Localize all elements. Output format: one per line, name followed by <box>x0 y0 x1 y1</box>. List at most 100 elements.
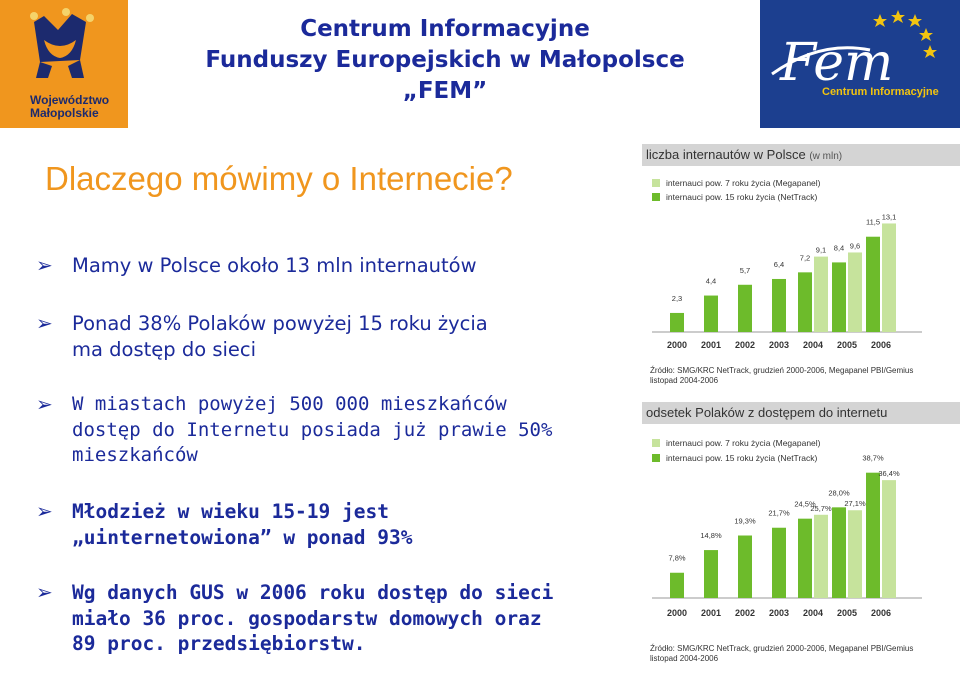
bar-primary <box>798 518 812 598</box>
x-tick-label: 2004 <box>803 340 823 350</box>
x-tick-label: 2001 <box>701 340 721 350</box>
bullet-text: Ponad 38% Polaków powyżej 15 roku życia … <box>72 312 488 361</box>
legend-item: internauci pow. 15 roku życia (NetTrack) <box>652 192 817 202</box>
bar-primary <box>670 572 684 598</box>
header-title: Centrum Informacyjne Funduszy Europejski… <box>130 14 760 107</box>
bar-value-label: 38,7% <box>862 454 884 463</box>
region-name: Województwo Małopolskie <box>30 94 109 120</box>
internet-users-chart: liczba internautów w Polsce (w mln) inte… <box>632 140 960 390</box>
bullet-item: ➢ Mamy w Polsce około 13 mln internautów <box>36 253 477 279</box>
x-tick-label: 2002 <box>735 608 755 618</box>
bar-value-label: 36,4% <box>878 469 900 478</box>
header: Województwo Małopolskie Centrum Informac… <box>0 0 960 128</box>
bar-secondary <box>882 223 896 332</box>
x-tick-label: 2006 <box>871 608 891 618</box>
bar-value-label: 28,0% <box>828 488 850 497</box>
bar-secondary <box>848 510 862 598</box>
malopolska-logo: Województwo Małopolskie <box>0 0 128 128</box>
bullet-item: ➢ Wg danych GUS w 2006 roku dostęp do si… <box>36 580 553 657</box>
x-tick-label: 2005 <box>837 340 857 350</box>
chart-title-bar <box>642 402 960 424</box>
bar-value-label: 8,4 <box>834 243 844 252</box>
arrow-bullet-icon: ➢ <box>36 580 53 604</box>
bar-primary <box>772 278 786 332</box>
bullet-item: ➢ W miastach powyżej 500 000 mieszkańców… <box>36 392 552 469</box>
bar-primary <box>772 527 786 598</box>
bar-primary <box>704 550 718 598</box>
chart-source: Źródło: SMG/KRC NetTrack, grudzień 2000-… <box>650 644 914 663</box>
bar-primary <box>704 295 718 332</box>
bar-value-label: 11,5 <box>866 218 880 227</box>
bar-value-label: 5,7 <box>740 266 750 275</box>
bar-value-label: 2,3 <box>672 294 682 303</box>
bar-primary <box>738 535 752 598</box>
chart-title-bar <box>642 144 960 166</box>
x-tick-label: 2003 <box>769 608 789 618</box>
chart-source: Źródło: SMG/KRC NetTrack, grudzień 2000-… <box>650 366 914 385</box>
bar-secondary <box>848 252 862 332</box>
bar-primary <box>832 507 846 598</box>
bar-value-label: 4,4 <box>706 277 716 286</box>
bar-secondary <box>814 256 828 332</box>
title-line-1: Centrum Informacyjne <box>300 16 590 42</box>
internet-access-chart: odsetek Polaków z dostępem do internetu … <box>632 398 960 668</box>
bar-primary <box>866 236 880 332</box>
arrow-bullet-icon: ➢ <box>36 499 53 523</box>
legend-swatch <box>652 439 660 447</box>
bar-value-label: 9,6 <box>850 241 860 250</box>
bar-value-label: 7,8% <box>668 554 685 563</box>
x-tick-label: 2002 <box>735 340 755 350</box>
title-line-3: „FEM” <box>402 78 488 104</box>
chart-title: liczba internautów w Polsce (w mln) <box>646 147 843 162</box>
x-tick-label: 2001 <box>701 608 721 618</box>
x-tick-label: 2004 <box>803 608 823 618</box>
eu-stars-icon <box>873 10 937 58</box>
bullet-text: Mamy w Polsce około 13 mln internautów <box>72 254 477 277</box>
slide-subtitle: Dlaczego mówimy o Internecie? <box>45 160 513 197</box>
legend-swatch <box>652 193 660 201</box>
region-line-2: Małopolskie <box>30 106 99 120</box>
bar-primary <box>798 272 812 332</box>
svg-text:Fem: Fem <box>779 33 893 93</box>
bar-value-label: 25,7% <box>810 504 832 513</box>
arrow-bullet-icon: ➢ <box>36 392 53 416</box>
bar-value-label: 14,8% <box>700 531 722 540</box>
bullet-text: Wg danych GUS w 2006 roku dostęp do siec… <box>72 581 554 655</box>
bullet-text: Młodzież w wieku 15-19 jest „uinternetow… <box>72 500 413 549</box>
region-line-1: Województwo <box>30 93 110 107</box>
x-tick-label: 2000 <box>667 340 687 350</box>
legend-swatch <box>652 179 660 187</box>
bar-value-label: 9,1 <box>816 246 826 255</box>
bar-secondary <box>882 480 896 598</box>
legend-swatch <box>652 454 660 462</box>
x-tick-label: 2006 <box>871 340 891 350</box>
bar-value-label: 27,1% <box>844 499 866 508</box>
legend-item: internauci pow. 7 roku życia (Megapanel) <box>652 438 821 448</box>
x-tick-label: 2000 <box>667 608 687 618</box>
malopolska-emblem-icon <box>30 8 94 78</box>
legend-item: internauci pow. 15 roku życia (NetTrack) <box>652 453 817 463</box>
fem-logo: Fem Centrum Informacyjne <box>760 0 960 128</box>
bar-value-label: 19,3% <box>734 517 756 526</box>
bar-value-label: 7,2 <box>800 253 810 262</box>
bar-value-label: 13,1 <box>882 212 897 221</box>
bar-primary <box>738 284 752 332</box>
bar-value-label: 21,7% <box>768 509 790 518</box>
fem-subtitle: Centrum Informacyjne <box>822 86 939 98</box>
bar-primary <box>670 312 684 332</box>
bar-secondary <box>814 514 828 598</box>
arrow-bullet-icon: ➢ <box>36 311 53 335</box>
bar-value-label: 24,5% <box>794 500 816 509</box>
x-tick-label: 2003 <box>769 340 789 350</box>
bar-value-label: 6,4 <box>774 260 784 269</box>
bar-primary <box>832 262 846 332</box>
arrow-bullet-icon: ➢ <box>36 253 53 277</box>
chart-title: odsetek Polaków z dostępem do internetu <box>646 405 888 420</box>
x-tick-label: 2005 <box>837 608 857 618</box>
bullet-item: ➢ Ponad 38% Polaków powyżej 15 roku życi… <box>36 311 488 362</box>
fem-wordmark-icon: Fem <box>771 10 937 93</box>
legend-item: internauci pow. 7 roku życia (Megapanel) <box>652 178 821 188</box>
bullet-item: ➢ Młodzież w wieku 15-19 jest „uinternet… <box>36 499 412 550</box>
bar-primary <box>866 472 880 598</box>
chart-plot: 2,3 2000 4,4 2001 5,7 2002 6,4 2003 7,2 9,1 2004 8,… <box>652 212 922 350</box>
